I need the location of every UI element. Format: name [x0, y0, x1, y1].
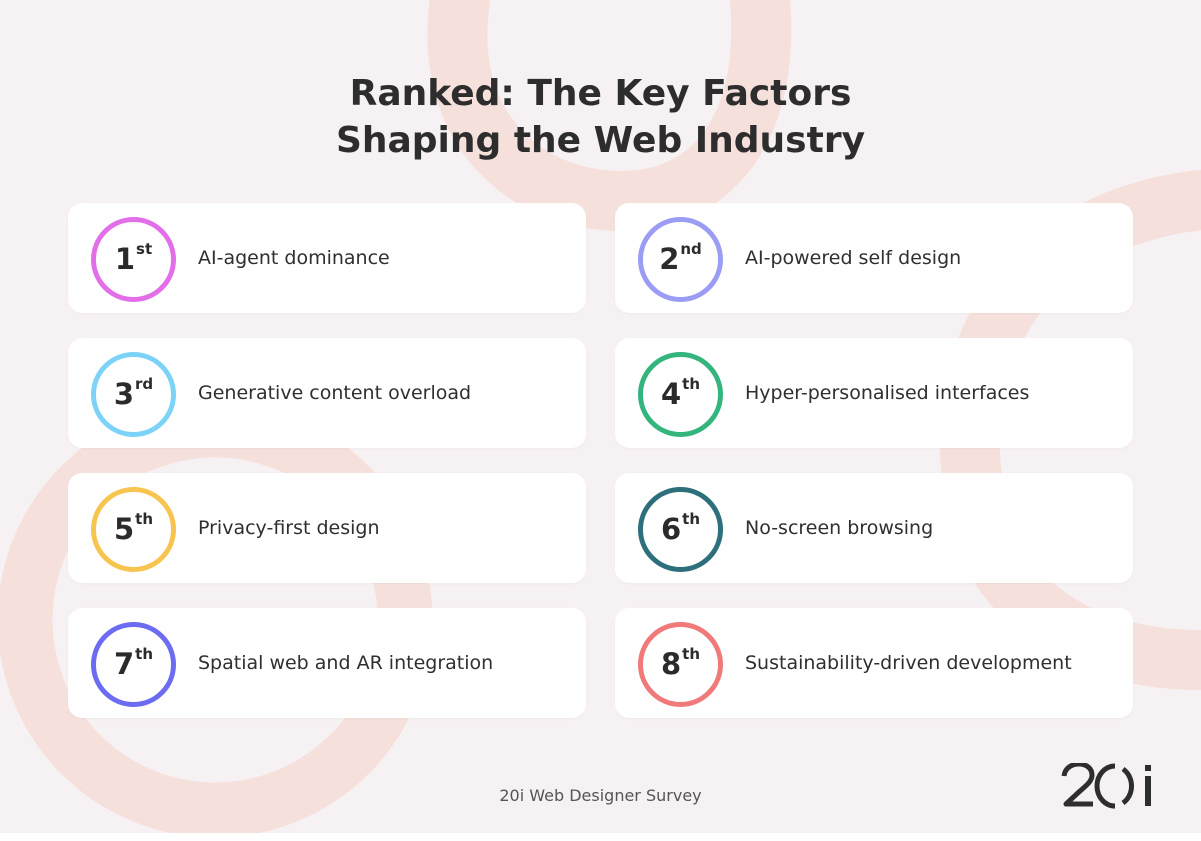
rank-number: 5	[113, 512, 135, 546]
factor-label: Hyper-personalised interfaces	[745, 382, 1030, 404]
rank-number: 4	[660, 377, 682, 411]
factor-label: Generative content overload	[198, 382, 472, 404]
rank-suffix: th	[135, 509, 154, 528]
20i-logo-icon	[1061, 763, 1151, 809]
page-title: Ranked: The Key Factors Shaping the Web …	[0, 70, 1201, 164]
rank-number: 3	[113, 377, 135, 411]
rank-suffix: th	[135, 644, 154, 663]
survey-source: 20i Web Designer Survey	[499, 786, 702, 805]
factor-label: AI-agent dominance	[198, 247, 390, 269]
rank-suffix: th	[682, 644, 701, 663]
title-line-1: Ranked: The Key Factors	[349, 73, 852, 114]
rank-number: 7	[113, 647, 135, 681]
bottom-strip	[0, 833, 1201, 841]
rank-number: 2	[659, 242, 680, 276]
rank-suffix: nd	[680, 239, 702, 258]
rank-number: 6	[660, 512, 682, 546]
rank-number: 8	[660, 647, 682, 681]
rank-suffix: th	[682, 374, 701, 393]
rank-suffix: st	[136, 239, 153, 258]
factor-label: Privacy-first design	[198, 517, 380, 539]
rank-suffix: rd	[135, 374, 154, 393]
rank-number: 1	[114, 242, 136, 276]
factor-label: Spatial web and AR integration	[198, 652, 494, 674]
title-line-2: Shaping the Web Industry	[335, 120, 866, 161]
factor-label: AI-powered self design	[745, 247, 962, 269]
factor-label: Sustainability-driven development	[745, 652, 1072, 674]
factor-label: No-screen browsing	[745, 517, 934, 539]
rank-suffix: th	[682, 509, 701, 528]
